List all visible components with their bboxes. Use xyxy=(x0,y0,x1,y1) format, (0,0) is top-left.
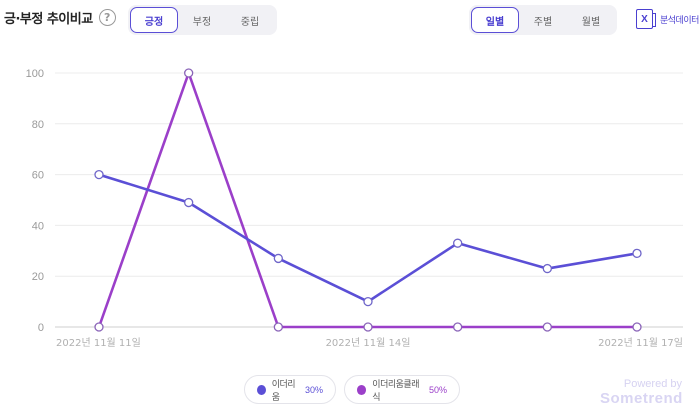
data-point-series-1 xyxy=(542,263,552,274)
data-point-series-1 xyxy=(453,238,463,248)
data-point-series-1 xyxy=(184,197,194,208)
export-data-label: 분석데이터 xyxy=(660,15,699,26)
x-tick-label: 2022년 11월 17일 xyxy=(598,337,683,349)
legend-marker-series-1 xyxy=(257,384,266,395)
y-tick-label: 100 xyxy=(26,68,44,80)
sentiment-toggle: 긍정 부정 중립 xyxy=(128,5,277,35)
question-circle-icon[interactable]: ? xyxy=(98,9,116,26)
legend-value-series-2: 50% xyxy=(428,384,447,395)
y-tick-label: 80 xyxy=(32,119,44,131)
tab-weekly[interactable]: 주별 xyxy=(533,16,553,28)
legend-marker-series-2 xyxy=(357,384,367,395)
legend-value-series-1: 30% xyxy=(304,384,323,395)
data-point-series-1 xyxy=(273,253,283,264)
powered-by-text: Powered by xyxy=(623,378,682,390)
period-toggle: 일별 주별 월별 xyxy=(469,5,617,35)
y-tick-label: 60 xyxy=(32,170,44,182)
data-point-series-2 xyxy=(542,322,552,332)
data-point-series-2 xyxy=(94,322,104,332)
tab-monthly[interactable]: 월별 xyxy=(581,16,601,28)
legend-name-series-2: 이더리움클래식 xyxy=(372,379,419,403)
series-line-1 xyxy=(98,173,638,303)
export-data-button[interactable]: X 분석데이터 xyxy=(636,9,699,29)
y-tick-label: 0 xyxy=(38,322,44,334)
x-tick-label: 2022년 11월 14일 xyxy=(326,337,411,349)
data-point-series-2 xyxy=(184,68,194,78)
data-point-series-1 xyxy=(363,296,373,307)
chart-title: 긍·부정 추이비교 xyxy=(4,12,93,27)
y-tick-label: 40 xyxy=(32,220,44,232)
chart-header: 긍·부정 추이비교 ? xyxy=(4,8,116,27)
data-point-series-1 xyxy=(94,169,104,180)
y-tick-label: 20 xyxy=(32,271,44,283)
legend-name-series-1: 이더리움 xyxy=(271,379,296,403)
data-point-series-2 xyxy=(273,322,283,332)
brand-name: Sometrend xyxy=(600,390,683,407)
data-point-series-1 xyxy=(632,248,642,258)
data-point-series-2 xyxy=(363,322,373,332)
data-point-series-2 xyxy=(453,322,463,332)
legend-item-series-2[interactable]: 이더리움클래식 50% xyxy=(344,375,460,404)
legend-item-series-1[interactable]: 이더리움 30% xyxy=(244,375,336,404)
data-point-series-2 xyxy=(632,322,642,332)
tab-neutral[interactable]: 중립 xyxy=(240,16,260,28)
x-tick-label: 2022년 11월 11일 xyxy=(56,337,141,349)
tab-negative[interactable]: 부정 xyxy=(192,16,212,28)
tab-positive[interactable]: 긍정 xyxy=(130,7,178,33)
excel-icon: X xyxy=(636,9,656,29)
tab-daily[interactable]: 일별 xyxy=(471,7,519,33)
powered-by-logo: Powered by Sometrend xyxy=(600,378,682,407)
